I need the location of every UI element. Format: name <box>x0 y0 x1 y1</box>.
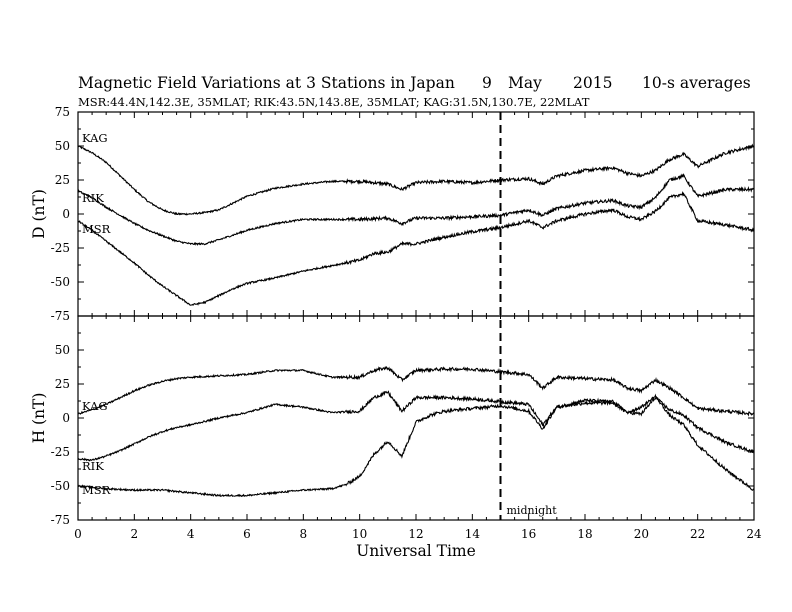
y-axis-title: D (nT) <box>30 189 48 239</box>
y-tick-label: 50 <box>55 343 70 357</box>
y-tick-label: -50 <box>51 479 70 493</box>
y-tick-label: -25 <box>51 241 70 255</box>
series-line-msr <box>77 190 755 306</box>
date-month: May <box>508 74 542 92</box>
y-tick-label: 0 <box>62 411 70 425</box>
y-tick-label: -75 <box>51 309 70 323</box>
chart-title: Magnetic Field Variations at 3 Stations … <box>78 74 455 92</box>
x-tick-label: 8 <box>300 527 308 541</box>
series-label-rik: RIK <box>82 191 104 205</box>
y-tick-label: 25 <box>55 173 70 187</box>
series-label-msr: MSR <box>82 483 111 497</box>
midnight-label: midnight <box>507 504 558 517</box>
plot-area: 75 50 25 0 -25 -50 -75 D (nT) KAG RIK MSR 50 25 0 -25 -… <box>30 105 755 527</box>
y-tick-label: -50 <box>51 275 70 289</box>
stations-info: MSR:44.4N,142.3E, 35MLAT; RIK:43.5N,143.… <box>78 95 590 109</box>
panel-frame <box>77 315 755 521</box>
x-tick-label: 20 <box>634 527 649 541</box>
averaging-label: 10-s averages <box>642 74 751 92</box>
x-tick-label: 2 <box>131 527 139 541</box>
series-line-rik <box>77 390 755 462</box>
y-tick-label: -25 <box>51 445 70 459</box>
chart-header: Magnetic Field Variations at 3 Stations … <box>78 74 751 109</box>
y-tick-label: 50 <box>55 139 70 153</box>
series-label-kag: KAG <box>82 399 108 413</box>
x-axis-title: Universal Time <box>356 542 476 560</box>
y-axis-title: H (nT) <box>30 393 48 444</box>
series-label-rik: RIK <box>82 459 104 473</box>
x-tick-label: 24 <box>746 527 762 541</box>
series-line-msr <box>77 393 755 498</box>
date-year: 2015 <box>573 74 612 92</box>
x-tick-label: 22 <box>690 527 705 541</box>
series-label-msr: MSR <box>82 222 111 236</box>
series-label-kag: KAG <box>82 131 108 145</box>
x-tick-label: 0 <box>74 527 82 541</box>
date-day: 9 <box>482 74 492 92</box>
x-tick-label: 16 <box>521 527 536 541</box>
series-line-kag <box>77 143 755 216</box>
panel-h: 50 25 0 -25 -50 -75 H (nT) KAG RIK MSR <box>30 315 755 527</box>
x-axis: 0 2 4 6 8 10 12 14 16 18 20 22 24 <box>74 527 762 541</box>
x-tick-label: 4 <box>187 527 195 541</box>
x-tick-label: 6 <box>243 527 251 541</box>
x-tick-label: 10 <box>352 527 367 541</box>
y-tick-label: 0 <box>62 207 70 221</box>
y-tick-label: -75 <box>51 513 70 527</box>
panel-d: 75 50 25 0 -25 -50 -75 D (nT) KAG RIK MSR <box>30 105 755 323</box>
series-line-rik <box>77 173 755 246</box>
x-tick-label: 14 <box>465 527 481 541</box>
series-line-kag <box>77 365 755 417</box>
y-tick-label: 25 <box>55 377 70 391</box>
x-tick-label: 12 <box>408 527 423 541</box>
y-tick-label: 75 <box>55 105 70 119</box>
x-tick-label: 18 <box>577 527 592 541</box>
